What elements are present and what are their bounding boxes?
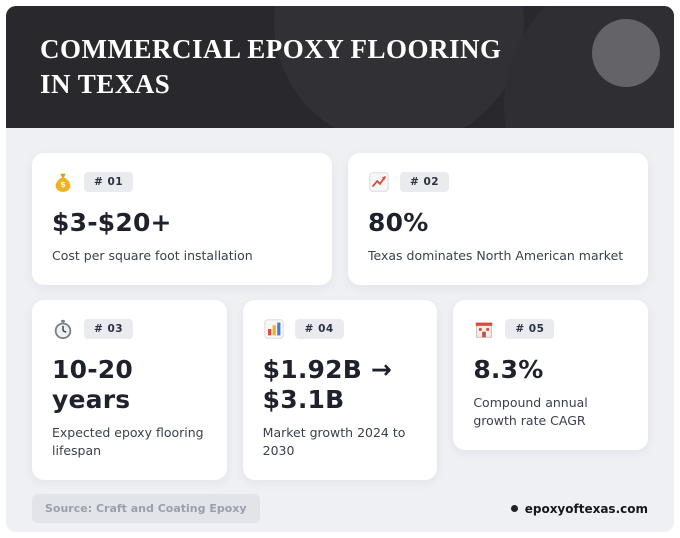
website-credit: epoxyoftexas.com [510, 501, 648, 516]
page-title: COMMERCIAL EPOXY FLOORING IN TEXAS [40, 34, 502, 100]
svg-text:$: $ [60, 179, 66, 189]
footer: Source: Craft and Coating Epoxy epoxyoft… [6, 480, 674, 532]
stat-card-cagr: # 05 8.3% Compound annual growth rate CA… [453, 300, 648, 451]
card-head: # 02 [368, 171, 628, 193]
content-area: $ # 01 $3-$20+ Cost per square foot inst… [6, 128, 674, 481]
stat-row-2: # 03 10-20 years Expected epoxy flooring… [32, 300, 648, 481]
stat-label: Market growth 2024 to 2030 [262, 425, 406, 459]
decorative-circle [592, 19, 660, 87]
chart-increasing-icon [368, 171, 390, 193]
website-url: epoxyoftexas.com [524, 501, 648, 516]
rank-badge: # 02 [400, 172, 450, 192]
card-head: # 03 [52, 318, 207, 340]
bullet-dot-icon [510, 505, 518, 513]
rank-badge: # 03 [84, 319, 134, 340]
stat-value: $3-$20+ [52, 208, 172, 237]
card-head: # 05 [473, 318, 628, 340]
card-head: $ # 01 [52, 171, 312, 193]
stat-card-lifespan: # 03 10-20 years Expected epoxy flooring… [32, 300, 227, 481]
decorative-circle [274, 6, 524, 128]
stopwatch-icon [52, 318, 74, 340]
stat-card-growth: # 04 $1.92B → $3.1B Market growth 2024 t… [242, 300, 438, 481]
rank-badge: # 01 [84, 172, 134, 192]
rank-badge: # 05 [505, 319, 555, 340]
stat-label: Compound annual growth rate CAGR [473, 395, 588, 429]
rank-badge: # 04 [294, 319, 344, 340]
stat-label: Texas dominates North American market [368, 248, 624, 263]
header: COMMERCIAL EPOXY FLOORING IN TEXAS [6, 6, 674, 128]
card-head: # 04 [263, 318, 418, 340]
stat-value: 8.3% [473, 355, 544, 385]
stat-label: Cost per square foot installation [52, 248, 253, 263]
stat-row-1: $ # 01 $3-$20+ Cost per square foot inst… [32, 153, 648, 286]
stat-card-market-share: # 02 80% Texas dominates North American … [348, 153, 648, 286]
infographic-panel: COMMERCIAL EPOXY FLOORING IN TEXAS $ [6, 6, 674, 532]
stat-value: 80% [368, 208, 429, 237]
stat-value: $1.92B → $3.1B [262, 355, 393, 415]
stat-card-cost: $ # 01 $3-$20+ Cost per square foot inst… [32, 153, 332, 286]
stat-value: 10-20 years [52, 355, 133, 415]
stat-label: Expected epoxy flooring lifespan [52, 425, 204, 459]
source-attribution: Source: Craft and Coating Epoxy [32, 494, 260, 524]
bar-chart-icon [263, 318, 285, 340]
money-bag-icon: $ [52, 171, 74, 193]
building-icon [473, 318, 495, 340]
